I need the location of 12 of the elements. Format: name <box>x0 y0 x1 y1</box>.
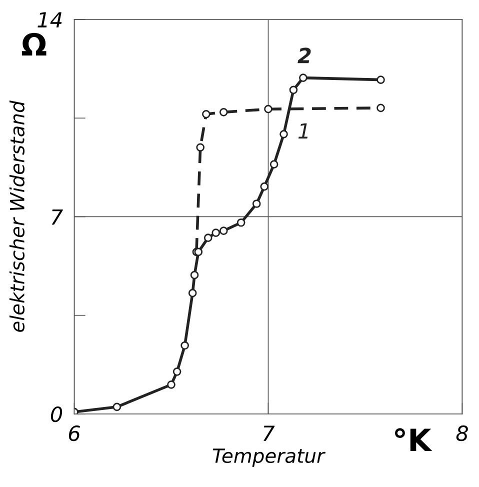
y-axis-title: elektrischer Widerstand <box>9 100 25 332</box>
x-axis-title: Temperatur <box>212 448 326 467</box>
x-tick-label: 6 <box>68 425 80 442</box>
y-tick-label: 0 <box>50 406 62 422</box>
text: Ω <box>22 32 46 56</box>
x-tick-label: 7 <box>264 426 275 441</box>
series-label: 1 <box>298 123 308 139</box>
x-tick-label: 8 <box>456 425 468 442</box>
y-tick-label: 14 <box>38 12 62 28</box>
y-tick-label: 7 <box>52 209 63 225</box>
text: °K <box>394 428 432 451</box>
series-label: 2 <box>298 48 311 64</box>
